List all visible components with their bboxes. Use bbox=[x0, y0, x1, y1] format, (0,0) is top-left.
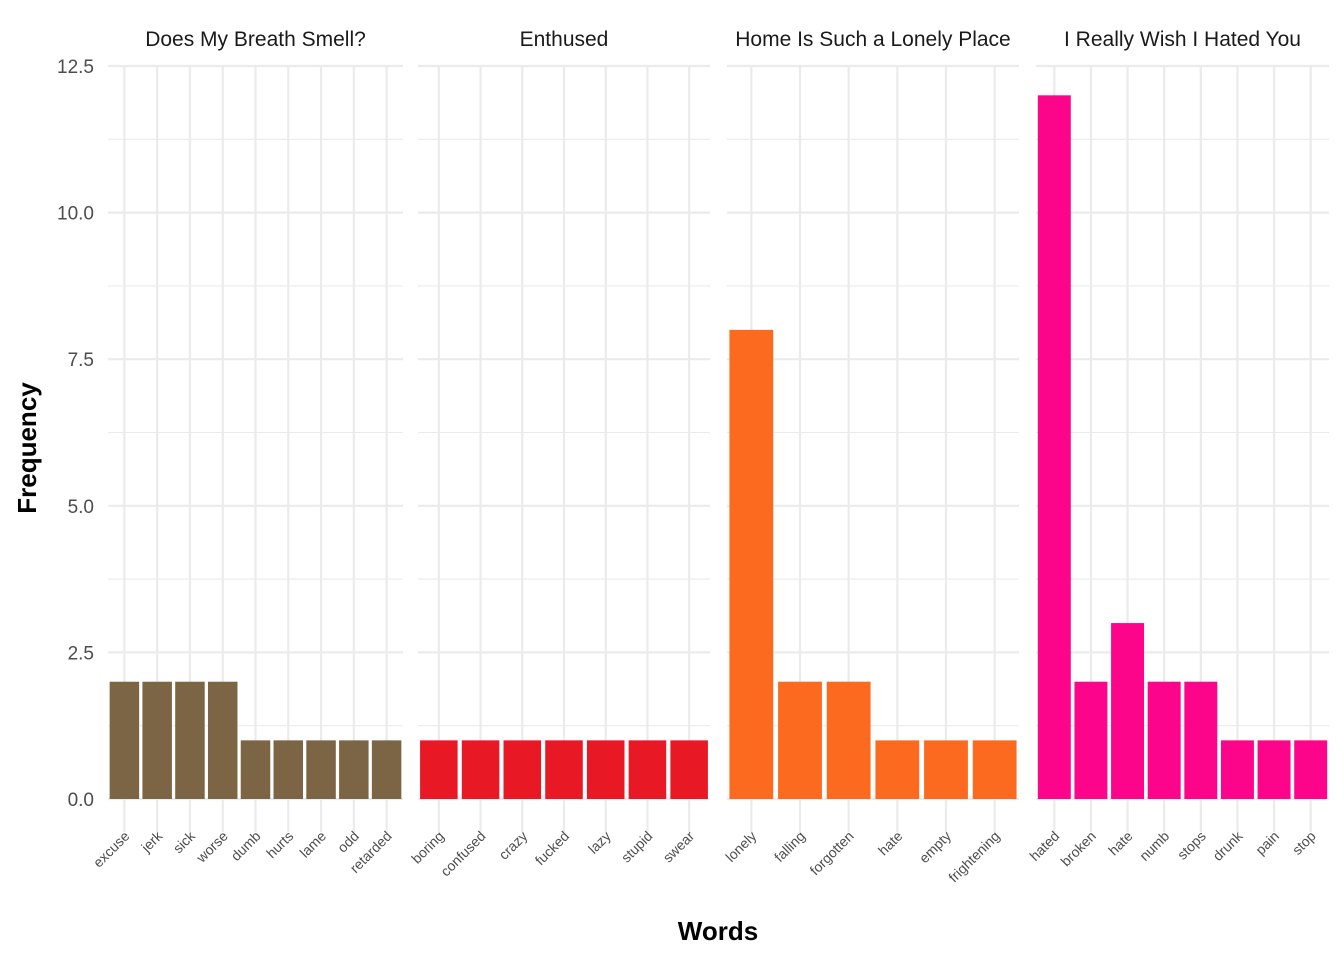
x-tick-label: empty bbox=[916, 828, 954, 866]
x-tick-label: lame bbox=[296, 828, 329, 861]
x-tick-label: falling bbox=[771, 828, 808, 865]
x-tick-label: pain bbox=[1252, 828, 1282, 858]
bar bbox=[972, 740, 1017, 799]
x-tick-label: worse bbox=[192, 828, 231, 867]
x-tick-label: jerk bbox=[137, 827, 166, 856]
y-tick-label: 7.5 bbox=[68, 350, 94, 371]
x-tick-label: dumb bbox=[228, 828, 264, 864]
bar bbox=[273, 740, 304, 799]
bar bbox=[875, 740, 920, 799]
bar bbox=[420, 740, 458, 799]
facet-title: Home Is Such a Lonely Place bbox=[735, 28, 1010, 51]
bar bbox=[1257, 740, 1291, 799]
x-tick-label: swear bbox=[660, 828, 698, 866]
x-tick-label: boring bbox=[408, 828, 447, 867]
bar bbox=[175, 681, 205, 799]
x-tick-label: hate bbox=[1105, 828, 1136, 859]
x-tick-label: lazy bbox=[585, 828, 614, 857]
bar bbox=[826, 681, 871, 799]
facet-title: I Really Wish I Hated You bbox=[1064, 28, 1301, 51]
bar bbox=[729, 329, 774, 799]
y-tick-label: 2.5 bbox=[68, 643, 94, 664]
x-tick-label: hate bbox=[875, 828, 906, 859]
x-tick-label: fucked bbox=[532, 828, 572, 868]
x-tick-label: drunk bbox=[1209, 827, 1246, 864]
bar bbox=[109, 681, 140, 799]
x-tick-label: crazy bbox=[495, 828, 530, 863]
bar bbox=[586, 740, 625, 799]
bar bbox=[1184, 681, 1218, 799]
bar bbox=[207, 681, 238, 799]
facet-title: Enthused bbox=[520, 28, 609, 51]
y-axis: 0.0 2.5 5.0 7.5 10.0 12.5 bbox=[57, 57, 94, 811]
bar bbox=[306, 740, 336, 799]
x-tick-label: stops bbox=[1174, 828, 1209, 863]
bar bbox=[1147, 681, 1181, 799]
x-tick-label: lonely bbox=[722, 828, 759, 865]
y-tick-label: 10.0 bbox=[57, 204, 94, 225]
bar bbox=[503, 740, 542, 799]
bar bbox=[628, 740, 667, 799]
bar bbox=[240, 740, 271, 799]
x-tick-label: hurts bbox=[263, 828, 296, 861]
bar bbox=[1074, 681, 1108, 799]
bar bbox=[1294, 740, 1328, 799]
facet-title: Does My Breath Smell? bbox=[145, 28, 366, 51]
x-tick-label: odd bbox=[334, 828, 362, 856]
bar bbox=[461, 740, 500, 799]
y-tick-label: 5.0 bbox=[68, 497, 94, 518]
x-axis-title: Words bbox=[678, 916, 758, 946]
x-tick-label: stupid bbox=[618, 828, 656, 866]
x-tick-label: stop bbox=[1289, 828, 1319, 858]
x-tick-label: frightening bbox=[945, 828, 1003, 886]
bar bbox=[1037, 95, 1071, 799]
bar bbox=[924, 740, 968, 799]
x-tick-label: forgotten bbox=[806, 828, 856, 878]
bar bbox=[670, 740, 708, 799]
bar bbox=[778, 681, 822, 799]
y-tick-label: 12.5 bbox=[57, 57, 94, 78]
bar bbox=[1220, 740, 1254, 799]
bar bbox=[142, 681, 172, 799]
bar bbox=[371, 740, 402, 799]
y-tick-label: 0.0 bbox=[68, 790, 94, 811]
bar bbox=[339, 740, 369, 799]
y-axis-title: Frequency bbox=[12, 382, 42, 514]
bar bbox=[545, 740, 583, 799]
x-tick-label: broken bbox=[1057, 828, 1099, 870]
x-tick-label: numb bbox=[1136, 828, 1172, 864]
bar bbox=[1111, 623, 1145, 799]
x-tick-label: excuse bbox=[90, 828, 133, 871]
x-tick-label: confused bbox=[437, 828, 488, 879]
